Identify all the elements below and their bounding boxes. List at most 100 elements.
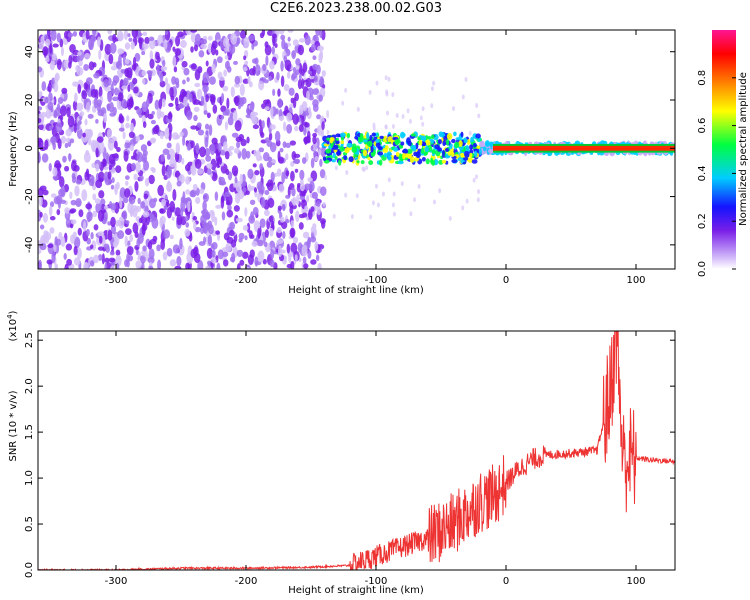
heatmap-cell <box>276 168 282 177</box>
heatmap-cell <box>156 64 160 76</box>
heatmap-cell <box>247 168 254 180</box>
heatmap-cell <box>290 74 296 81</box>
heatmap-cell <box>193 114 198 122</box>
heatmap-cell <box>162 59 166 67</box>
heatmap-cell <box>420 147 425 154</box>
heatmap-cell <box>126 115 130 122</box>
heatmap-cell <box>310 259 317 265</box>
heatmap-cell <box>270 171 275 182</box>
heatmap-cell <box>98 86 103 98</box>
heatmap-cell <box>368 89 372 95</box>
heatmap-cell <box>194 33 201 46</box>
heatmap-cell <box>277 30 285 35</box>
heatmap-cell <box>211 258 217 264</box>
heatmap-cell <box>370 146 374 153</box>
heatmap-cell <box>295 64 300 70</box>
heatmap-cell <box>172 188 177 201</box>
heatmap-cell <box>276 71 280 81</box>
heatmap-cell <box>185 207 189 216</box>
heatmap-cell <box>220 105 227 113</box>
heatmap-cell <box>303 136 308 145</box>
heatmap-cell <box>461 94 465 100</box>
heatmap-cell <box>272 33 277 39</box>
heatmap-cell <box>270 249 275 260</box>
heatmap-cell <box>340 132 346 138</box>
heatmap-cell <box>478 148 482 156</box>
heatmap-cell <box>108 164 113 171</box>
heatmap-cell <box>268 132 273 141</box>
heatmap-cell <box>229 44 236 55</box>
heatmap-cell <box>96 99 102 107</box>
heatmap-cell <box>203 236 207 244</box>
heatmap-cell <box>255 150 261 162</box>
heatmap-cell <box>249 199 256 206</box>
heatmap-cell <box>174 265 182 269</box>
heatmap-cell <box>65 243 73 251</box>
heatmap-cell <box>90 260 95 267</box>
heatmap-cell <box>475 102 479 108</box>
heatmap-cell <box>377 151 384 156</box>
heatmap-cell <box>285 153 289 161</box>
heatmap-cell <box>53 96 57 106</box>
heatmap-cell <box>335 139 340 145</box>
heatmap-cell <box>185 262 190 269</box>
heatmap-cell <box>122 131 126 140</box>
heatmap-cell <box>202 71 210 84</box>
heatmap-cell <box>399 131 406 139</box>
heatmap-cell <box>93 224 99 231</box>
heatmap-cell <box>74 92 78 103</box>
heatmap-cell <box>184 228 191 237</box>
heatmap-cell <box>272 88 276 96</box>
heatmap-cell <box>406 108 410 114</box>
heatmap-cell <box>107 229 113 241</box>
heatmap-cell <box>465 198 469 204</box>
heatmap-cell <box>304 122 310 128</box>
y-tick-label: 0 <box>24 145 35 151</box>
colorbar-label: Normalized spectral amplitude <box>738 72 749 226</box>
heatmap-cell <box>344 87 348 93</box>
heatmap-cell <box>460 131 464 138</box>
heatmap-cell <box>293 153 301 159</box>
heatmap-cell <box>99 198 106 206</box>
heatmap-cell <box>444 147 450 153</box>
x-tick-label: 0 <box>503 576 509 587</box>
heatmap-cell <box>410 144 417 150</box>
y-tick-label: -20 <box>24 188 35 204</box>
heatmap-cell <box>266 179 274 192</box>
heatmap-cell <box>216 262 221 269</box>
heatmap-cell <box>192 216 198 221</box>
heatmap-cell <box>56 208 61 216</box>
heatmap-cell <box>302 231 310 239</box>
heatmap-cell <box>312 99 319 108</box>
heatmap-cell <box>115 165 122 174</box>
heatmap-cell <box>44 232 52 241</box>
heatmap-cell <box>310 43 317 52</box>
heatmap-cell <box>348 156 354 163</box>
heatmap-cell <box>240 138 247 147</box>
heatmap-cell <box>259 218 266 228</box>
heatmap-cell <box>119 187 126 199</box>
heatmap-cell <box>432 80 436 86</box>
heatmap-cell <box>320 145 327 158</box>
colorbar-axis: 0.0 0.2 0.4 0.6 0.8 <box>697 70 736 277</box>
heatmap-cell <box>156 244 161 252</box>
heatmap-cell <box>447 151 453 156</box>
heatmap-cell <box>274 43 278 48</box>
heatmap-cell <box>123 150 129 162</box>
heatmap-cell <box>164 30 169 36</box>
heatmap-cell <box>40 111 48 118</box>
heatmap-cell <box>115 60 123 70</box>
heatmap-cell <box>38 248 42 255</box>
heatmap-cell <box>269 124 276 130</box>
heatmap-cell <box>260 196 266 209</box>
heatmap-cell <box>321 70 326 77</box>
heatmap-cell <box>187 200 191 212</box>
heatmap-cell <box>141 101 149 112</box>
heatmap-cell <box>173 66 178 73</box>
heatmap-cell <box>264 106 270 111</box>
heatmap-cell <box>331 159 336 163</box>
heatmap-cell <box>477 113 481 119</box>
heatmap-cell <box>252 65 256 76</box>
heatmap-cell <box>365 165 369 171</box>
